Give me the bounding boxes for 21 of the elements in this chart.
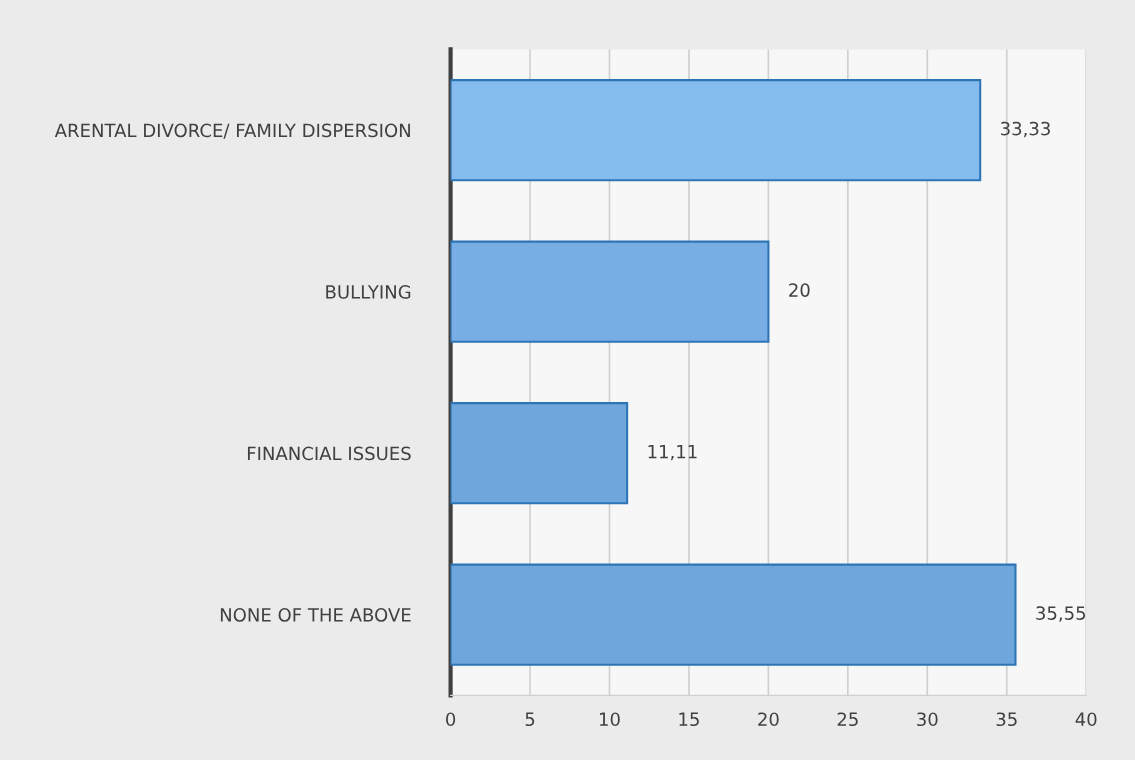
x-tick-label: 30: [917, 712, 938, 727]
x-tick-label: 25: [837, 712, 858, 727]
bar: [450, 402, 629, 505]
data-label: 33,33: [1001, 121, 1050, 138]
data-label: 35,55: [1036, 606, 1086, 622]
x-tick-label: 10: [599, 712, 620, 727]
bar: [450, 563, 1017, 666]
y-tick-label: BULLYING: [326, 285, 411, 299]
x-tick-label: 0: [446, 712, 456, 727]
data-label: 11,11: [648, 444, 697, 461]
x-tick-label: 35: [996, 712, 1017, 727]
y-tick-label: FINANCIAL ISSUES: [247, 446, 411, 461]
x-tick-label: 15: [679, 712, 699, 727]
x-tick-label: 5: [525, 712, 535, 727]
x-tick-label: 20: [758, 712, 779, 727]
y-tick-label: NONE OF THE ABOVE: [220, 608, 411, 622]
x-tick-label: 40: [1075, 712, 1097, 727]
bar: [450, 79, 982, 182]
y-tick-label: ARENTAL DIVORCE/ FAMILY DISPERSION: [54, 123, 410, 139]
bar: [450, 240, 770, 343]
data-label: 20: [789, 283, 810, 297]
